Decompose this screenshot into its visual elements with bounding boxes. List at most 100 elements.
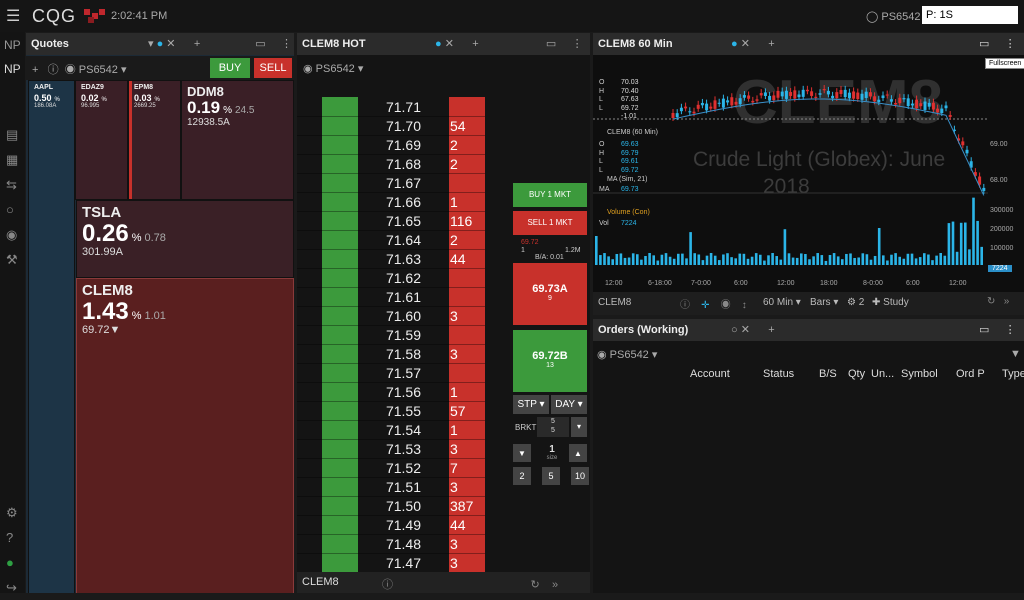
quick-size-button[interactable]: 10 <box>571 467 589 485</box>
quote-tile[interactable]: CLEM8 1.43% 1.01 69.72▼ <box>76 278 294 593</box>
bid-button[interactable]: 69.72B 13 <box>513 330 587 392</box>
candle-body <box>902 98 906 100</box>
account-selector[interactable]: ◉ PS6542 ▾ <box>597 349 658 361</box>
volume-bar <box>681 253 684 265</box>
volume-bar <box>910 253 914 265</box>
ask-button[interactable]: 69.73A 9 <box>513 263 587 325</box>
account-label: PS6542 <box>315 63 355 75</box>
row-line <box>297 439 485 440</box>
menu-icon[interactable]: ☰ <box>6 8 21 25</box>
filter[interactable]: ▼ <box>1010 348 1021 360</box>
candle-body <box>793 90 797 99</box>
panel-header: CLEM8 HOT ● ✕ + ▭ ⋮ <box>297 33 590 55</box>
axis-label: 200000 <box>990 226 1014 233</box>
tile-symbol: AAPL <box>34 84 54 91</box>
sell-button[interactable]: SELL <box>254 58 292 78</box>
header-controls[interactable]: ○ ✕ + <box>731 324 775 336</box>
header-controls[interactable]: ▾ ● ✕ + ▭ ⋮ <box>148 38 292 50</box>
quick-size-button[interactable]: 2 <box>513 467 531 485</box>
toolbar-icons[interactable]: + ⓘ ◉ PS6542 ▾ <box>32 64 127 76</box>
volume-bar <box>734 258 737 265</box>
quote-tile[interactable]: DDM8 0.19% 24.5 12938.5A <box>181 80 294 200</box>
sell-market-button[interactable]: SELL 1 MKT <box>513 211 587 235</box>
quote-tile[interactable]: TSLA 0.26% 0.78 301.99A <box>76 200 294 278</box>
chart-symbol: CLEM8 <box>598 297 632 308</box>
volume-bar <box>857 257 860 265</box>
quick-size-button[interactable]: 5 <box>542 467 560 485</box>
add-study-label: Study <box>883 297 909 308</box>
volume-bar <box>607 256 610 265</box>
row-line <box>297 382 485 383</box>
search-box[interactable]: P: 1S <box>922 6 1018 24</box>
quote-tile[interactable]: EPM8 0.03% 2669.25 <box>128 80 181 200</box>
tile-unit: % <box>54 97 60 103</box>
add-study[interactable]: ✚ Study <box>872 297 909 308</box>
row-line <box>297 458 485 459</box>
quote-tile[interactable]: EDAZ9 0.02% 96.995 <box>75 80 128 200</box>
candle-body <box>881 95 885 99</box>
toolbar-right[interactable]: ↻ » <box>987 296 1010 307</box>
price: 71.69 <box>385 137 422 153</box>
volume-bar <box>935 255 938 265</box>
sidebar-bottom-icons[interactable]: ⚙? ● ↪ <box>6 505 18 595</box>
interval[interactable]: 60 Min ▾ <box>763 297 801 308</box>
footer-symbol: CLEM8 <box>302 576 339 588</box>
account-selector[interactable]: ◉ PS6542 ▾ <box>303 63 364 75</box>
buy-market-button[interactable]: BUY 1 MKT <box>513 183 587 207</box>
bracket-dropdown[interactable]: ▾ <box>571 417 587 437</box>
duration[interactable]: DAY ▾ <box>551 395 587 414</box>
sidebar-icons[interactable]: ▤ ▦ ⇆ ○ ◉ ⚒ <box>6 127 19 267</box>
ask-size: 116 <box>450 213 473 229</box>
candle-body <box>873 96 877 102</box>
candle-body <box>700 102 704 106</box>
candle-body <box>868 92 872 97</box>
tile-change: 0.50 <box>34 93 52 103</box>
legend-value: 69.72 <box>621 104 639 112</box>
sidebar-item[interactable]: NP <box>4 38 21 52</box>
header-right[interactable]: ▭ ⋮ <box>979 324 1016 336</box>
price: 71.67 <box>385 175 422 191</box>
tile-change: 0.26 <box>82 220 129 247</box>
volume-bar <box>746 258 750 265</box>
price: 71.56 <box>385 384 422 400</box>
candle-body <box>738 98 742 105</box>
header-controls[interactable]: ● ✕ + <box>731 38 775 50</box>
column-header: Account <box>690 368 730 380</box>
candle-body <box>675 113 679 118</box>
account[interactable]: ◯ PS6542 <box>866 11 921 23</box>
ask-size: 9 <box>548 295 552 302</box>
volume-bar <box>906 253 910 265</box>
candle-body <box>797 94 801 98</box>
column-header: Un... <box>871 368 895 380</box>
volume-bar <box>923 253 926 265</box>
buy-button[interactable]: BUY <box>210 58 250 78</box>
tile-symbol: TSLA <box>82 204 122 221</box>
order-type[interactable]: STP ▾ <box>513 395 549 414</box>
bar-style[interactable]: Bars ▾ <box>810 297 839 308</box>
account-label: PS6542 <box>881 11 921 23</box>
price-ladder: 71.71 71.70 54 71.69 2 71.68 2 71.67 71.66 1 71.65… <box>297 97 497 572</box>
study-count-label: 2 <box>858 297 865 308</box>
volume-bar <box>718 260 721 265</box>
price: 71.62 <box>385 270 422 286</box>
footer-icons[interactable]: ⓘ ↻ » <box>382 579 559 591</box>
ask-size: 2 <box>450 232 458 248</box>
size-down[interactable]: ▼ <box>513 444 531 462</box>
study-count[interactable]: ⚙ 2 <box>847 297 865 308</box>
candle-body <box>822 89 826 91</box>
ask-price: 69.73A <box>532 283 568 295</box>
tile-symbol: CLEM8 <box>82 282 133 299</box>
ask-size: 3 <box>450 441 458 457</box>
column-header: Symbol <box>901 368 938 380</box>
tile-change: 0.03 <box>134 93 152 103</box>
quote-tile[interactable]: AAPL 0.50% 186.08A <box>28 80 75 593</box>
column-header: Qty <box>848 368 866 380</box>
fullscreen-button[interactable]: ▭ ⋮ <box>979 38 1016 50</box>
tile-last: 96.995 <box>81 103 100 109</box>
tooltip: Fullscreen <box>985 58 1024 69</box>
header-controls[interactable]: ● ✕ + ▭ ⋮ <box>435 38 583 50</box>
size-up[interactable]: ▲ <box>569 444 587 462</box>
sidebar-item[interactable]: NP <box>4 62 21 76</box>
toolbar-icons[interactable]: ⓘ ✛ ◉ ↕ <box>680 300 747 311</box>
